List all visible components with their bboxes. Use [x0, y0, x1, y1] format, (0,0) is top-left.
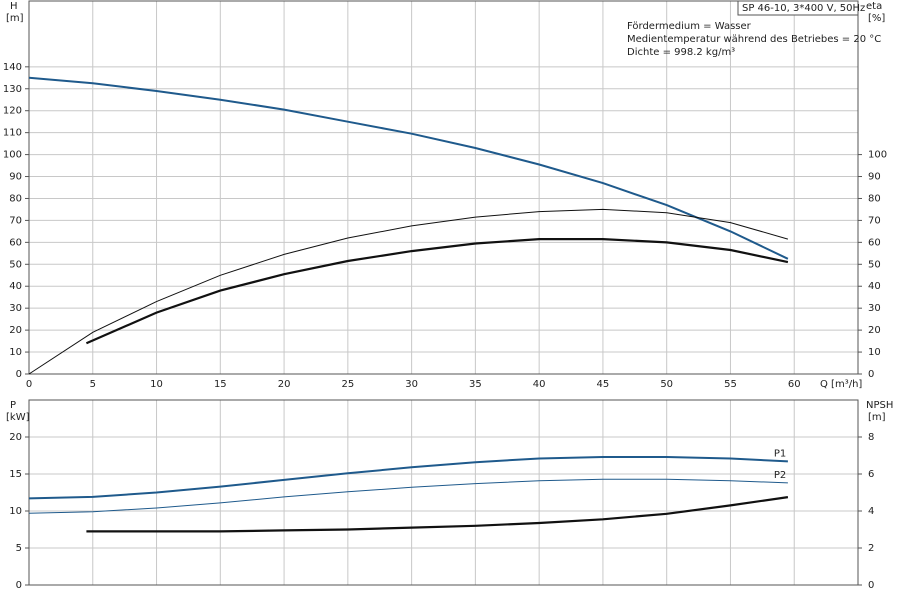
y-tick-label: 40: [9, 281, 22, 292]
x-tick-label: 30: [405, 379, 418, 390]
y2-tick-label: 20: [868, 325, 881, 336]
x-tick-label: 10: [150, 379, 163, 390]
y-axis-label: H: [10, 1, 18, 12]
y-tick-label: 30: [9, 303, 22, 314]
series-line: [28, 478, 788, 514]
y-tick-label: 100: [3, 150, 22, 161]
y2-tick-label: 0: [868, 369, 874, 380]
x-axis-label: Q [m³/h]: [820, 379, 862, 390]
series-line: [28, 456, 788, 500]
y-axis-unit: [m]: [6, 13, 24, 24]
annotation: Dichte = 998.2 kg/m³: [627, 47, 735, 58]
series-label: P2: [774, 470, 786, 481]
model-box: [737, 0, 859, 16]
y-tick-label: 0: [16, 369, 22, 380]
y2-axis-label: eta: [866, 1, 882, 12]
y2-tick-label: 80: [868, 193, 881, 204]
y-tick-label: 140: [3, 62, 22, 73]
y-tick-label: 60: [9, 237, 22, 248]
series-line: [86, 496, 789, 533]
series-line: [28, 208, 789, 375]
annotation: Medientemperatur während des Betriebes =…: [627, 34, 881, 45]
plot-frame: [28, 0, 859, 375]
y2-tick-label: 70: [868, 215, 881, 226]
y2-tick-label: 4: [868, 506, 874, 517]
x-tick-label: 15: [214, 379, 227, 390]
y-tick-label: 50: [9, 259, 22, 270]
y-tick-label: 10: [9, 506, 22, 517]
series-line: [28, 76, 789, 260]
y-tick-label: 120: [3, 106, 22, 117]
y2-tick-label: 10: [868, 347, 881, 358]
annotation: Fördermedium = Wasser: [627, 21, 752, 32]
y2-tick-label: 8: [868, 432, 874, 443]
y2-axis-unit: [m]: [868, 412, 886, 423]
x-tick-label: 50: [660, 379, 673, 390]
y-tick-label: 0: [16, 580, 22, 591]
series-line: [85, 238, 789, 345]
y-tick-label: 90: [9, 172, 22, 183]
y2-tick-label: 90: [868, 172, 881, 183]
y-tick-label: 20: [9, 325, 22, 336]
x-tick-label: 25: [341, 379, 354, 390]
x-tick-label: 20: [278, 379, 291, 390]
y-tick-label: 10: [9, 347, 22, 358]
y-tick-label: 70: [9, 215, 22, 226]
x-tick-label: 55: [724, 379, 737, 390]
y2-tick-label: 50: [868, 259, 881, 270]
plot-frame: [28, 399, 859, 586]
y-tick-label: 130: [3, 84, 22, 95]
y2-tick-label: 60: [868, 237, 881, 248]
x-tick-label: 5: [90, 379, 96, 390]
series-label: P1: [774, 448, 786, 459]
x-tick-label: 60: [788, 379, 801, 390]
y-tick-label: 5: [16, 543, 22, 554]
y2-tick-label: 2: [868, 543, 874, 554]
y2-tick-label: 0: [868, 580, 874, 591]
y2-tick-label: 6: [868, 469, 874, 480]
x-tick-label: 0: [26, 379, 32, 390]
y2-axis-unit: [%]: [868, 13, 885, 24]
y-tick-label: 20: [9, 432, 22, 443]
x-tick-label: 40: [533, 379, 546, 390]
y2-tick-label: 40: [868, 281, 881, 292]
y-axis-label: P: [10, 400, 16, 411]
y-tick-label: 80: [9, 193, 22, 204]
y2-tick-label: 100: [868, 150, 887, 161]
model-label: SP 46-10, 3*400 V, 50Hz: [742, 3, 865, 14]
x-tick-label: 45: [597, 379, 610, 390]
y-tick-label: 15: [9, 469, 22, 480]
y-axis-unit: [kW]: [6, 412, 30, 423]
y-tick-label: 110: [3, 128, 22, 139]
y2-tick-label: 30: [868, 303, 881, 314]
x-tick-label: 35: [469, 379, 482, 390]
y2-axis-label: NPSH: [866, 400, 893, 411]
